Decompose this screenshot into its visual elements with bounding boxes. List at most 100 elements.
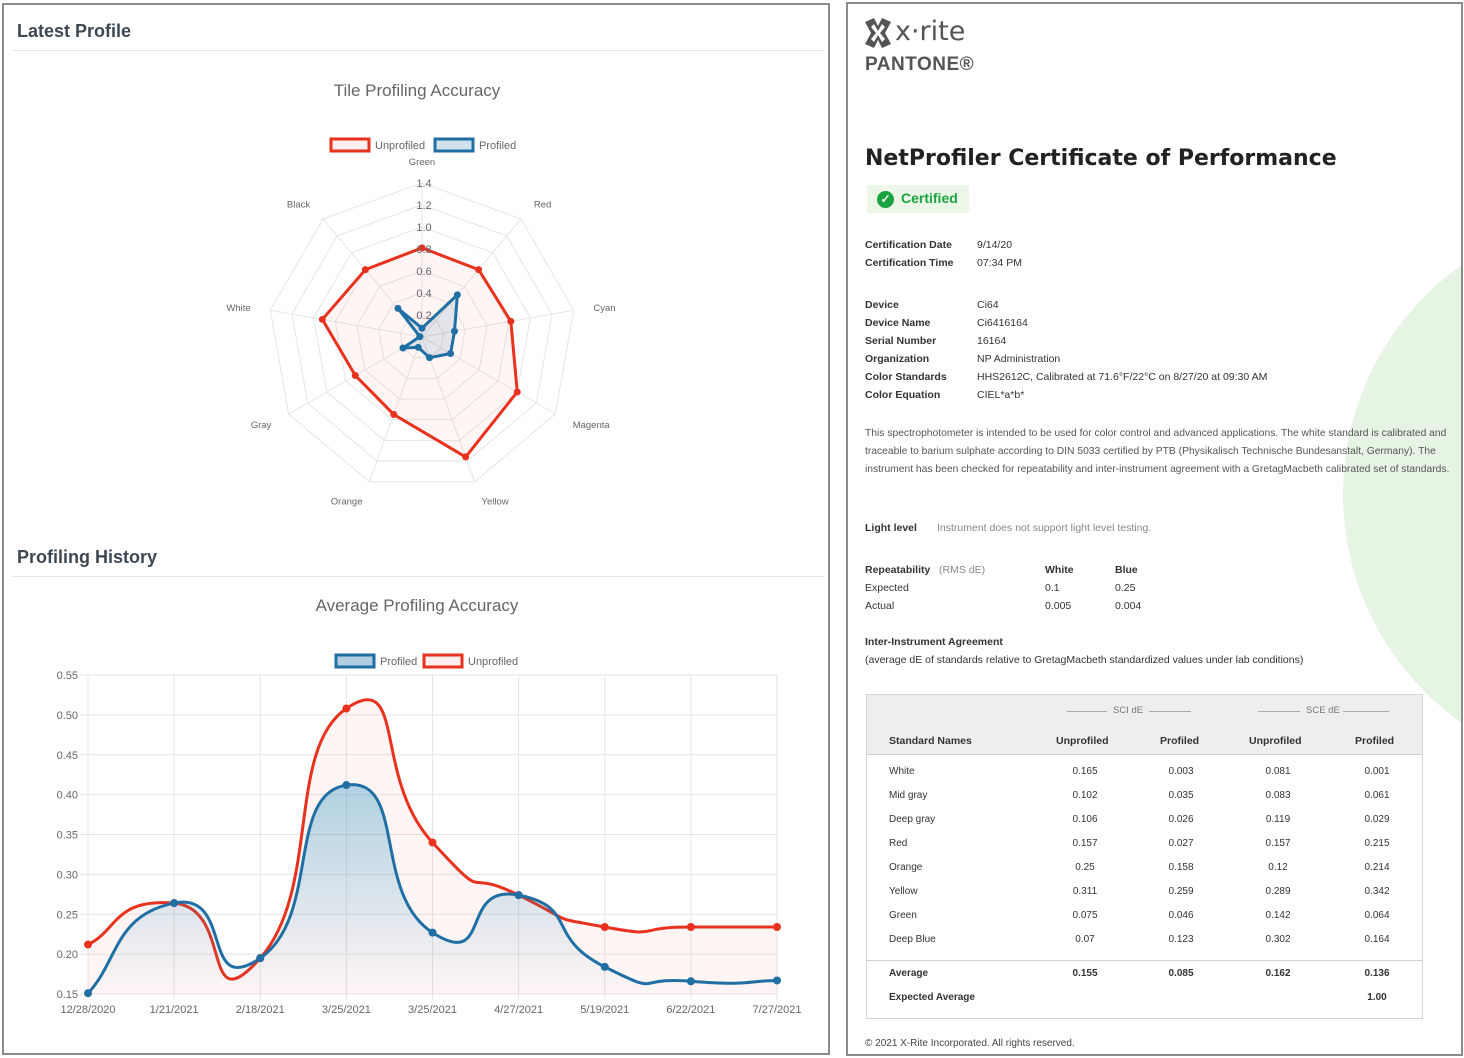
data-point — [507, 317, 515, 325]
x-tick-label: 3/25/2021 — [322, 1004, 371, 1016]
xrite-logo-icon — [865, 18, 891, 48]
data-point — [773, 923, 781, 932]
category-label: Cyan — [593, 303, 615, 314]
grid-ring — [313, 226, 531, 441]
x-tick-label: 6/22/2021 — [666, 1004, 715, 1016]
data-point — [453, 291, 461, 299]
agreement-table: SCI dE SCE dE Standard Names Unprofiled … — [866, 694, 1423, 1019]
table-row-name: Mid gray — [889, 790, 928, 801]
series-line-profiled — [86, 783, 778, 995]
y-tick-label: 0.25 — [57, 909, 78, 921]
certified-label: Certified — [901, 190, 958, 206]
profiling-history-title: Profiling History — [17, 547, 158, 567]
average-cell: 0.162 — [1265, 968, 1291, 979]
y-tick-label: 0.35 — [57, 830, 78, 842]
table-cell: 0.311 — [1072, 886, 1098, 897]
data-point — [390, 411, 398, 419]
table-cell: 0.302 — [1265, 934, 1291, 945]
grid-ring — [399, 314, 445, 359]
y-tick-label: 0.55 — [57, 670, 78, 682]
data-point — [426, 354, 434, 362]
category-label: Orange — [331, 497, 363, 508]
data-point — [475, 266, 483, 274]
x-tick-label: 7/27/2021 — [753, 1004, 802, 1016]
table-row-name: Yellow — [889, 886, 918, 897]
table-cell: 0.215 — [1364, 838, 1390, 849]
category-label: Magenta — [573, 420, 611, 431]
grid-spoke — [421, 336, 556, 415]
data-point — [170, 899, 179, 908]
radar-chart-title: Tile Profiling Accuracy — [333, 81, 501, 100]
data-point — [84, 940, 92, 949]
certified-badge: ✓ Certified — [867, 185, 969, 213]
y-tick-label: 0.45 — [57, 750, 78, 762]
grid-ring — [378, 292, 466, 379]
table-header: SCI dE SCE dE Standard Names Unprofiled … — [867, 695, 1422, 755]
average-cell: 0.136 — [1364, 968, 1390, 979]
data-point — [428, 838, 437, 847]
category-label: Gray — [251, 420, 272, 431]
xrite-wordmark: x·rite — [895, 16, 966, 47]
table-cell: 0.07 — [1075, 934, 1095, 945]
light-level-label: Light level — [865, 522, 917, 534]
data-point — [351, 372, 359, 379]
table-cell: 0.158 — [1168, 862, 1194, 873]
tick-label: 1.2 — [416, 200, 431, 212]
table-cell: 0.119 — [1265, 814, 1291, 825]
group-sci: SCI dE — [1113, 705, 1144, 716]
iia-note: (average dE of standards relative to Gre… — [865, 654, 1304, 666]
series-unprofiled — [320, 246, 519, 459]
line-chart-title: Average Profiling Accuracy — [315, 596, 519, 615]
check-icon: ✓ — [877, 191, 894, 208]
table-row-name: Orange — [889, 862, 923, 873]
tick-label: 1.0 — [416, 222, 431, 234]
data-point — [394, 304, 402, 312]
category-label: Red — [534, 200, 551, 211]
data-point — [416, 333, 424, 341]
data-point — [428, 928, 437, 937]
table-cell: 0.106 — [1072, 814, 1098, 825]
table-cell: 0.075 — [1072, 910, 1098, 921]
tick-label: 0.4 — [416, 288, 431, 300]
grid-spoke — [270, 309, 423, 338]
divider — [13, 576, 825, 577]
y-tick-label: 0.30 — [57, 869, 78, 881]
data-point — [686, 923, 695, 932]
data-point — [342, 781, 351, 790]
light-level-value: Instrument does not support light level … — [937, 522, 1152, 534]
table-cell: 0.003 — [1168, 766, 1194, 777]
actual-blue: 0.004 — [1115, 600, 1142, 612]
table-cell: 0.157 — [1072, 838, 1098, 849]
data-point — [600, 962, 609, 971]
table-cell: 0.046 — [1168, 910, 1194, 921]
table-cell: 0.142 — [1265, 910, 1291, 921]
table-cell: 0.061 — [1364, 790, 1390, 801]
x-tick-label: 12/28/2020 — [60, 1004, 115, 1016]
expected-white: 0.1 — [1045, 582, 1060, 594]
latest-profile-title: Latest Profile — [17, 21, 132, 41]
data-point — [686, 977, 695, 986]
actual-white: 0.005 — [1045, 600, 1072, 612]
average-label: Average — [889, 968, 929, 979]
grid-ring — [269, 182, 575, 483]
table-row-name: Green — [889, 910, 917, 921]
grid-spoke — [421, 218, 522, 338]
table-cell: 0.289 — [1265, 886, 1291, 897]
y-tick-label: 0.40 — [57, 790, 78, 802]
expected-average-label: Expected Average — [889, 992, 975, 1003]
table-cell: 0.123 — [1168, 934, 1194, 945]
table-cell: 0.165 — [1072, 766, 1098, 777]
x-tick-label: 5/19/2021 — [580, 1004, 629, 1016]
rep-white-header: White — [1045, 564, 1074, 576]
category-label: Green — [409, 157, 435, 168]
x-tick-label: 3/25/2021 — [408, 1004, 457, 1016]
expected-average-value: 1.00 — [1367, 992, 1387, 1003]
data-point — [450, 327, 458, 335]
tick-label: 0.6 — [416, 266, 431, 278]
grid-spoke — [421, 309, 574, 338]
x-tick-label: 2/18/2021 — [236, 1004, 285, 1016]
grid-ring — [356, 270, 488, 400]
x-tick-label: 4/27/2021 — [494, 1004, 543, 1016]
y-tick-label: 0.15 — [57, 989, 78, 1001]
data-point — [318, 315, 326, 323]
